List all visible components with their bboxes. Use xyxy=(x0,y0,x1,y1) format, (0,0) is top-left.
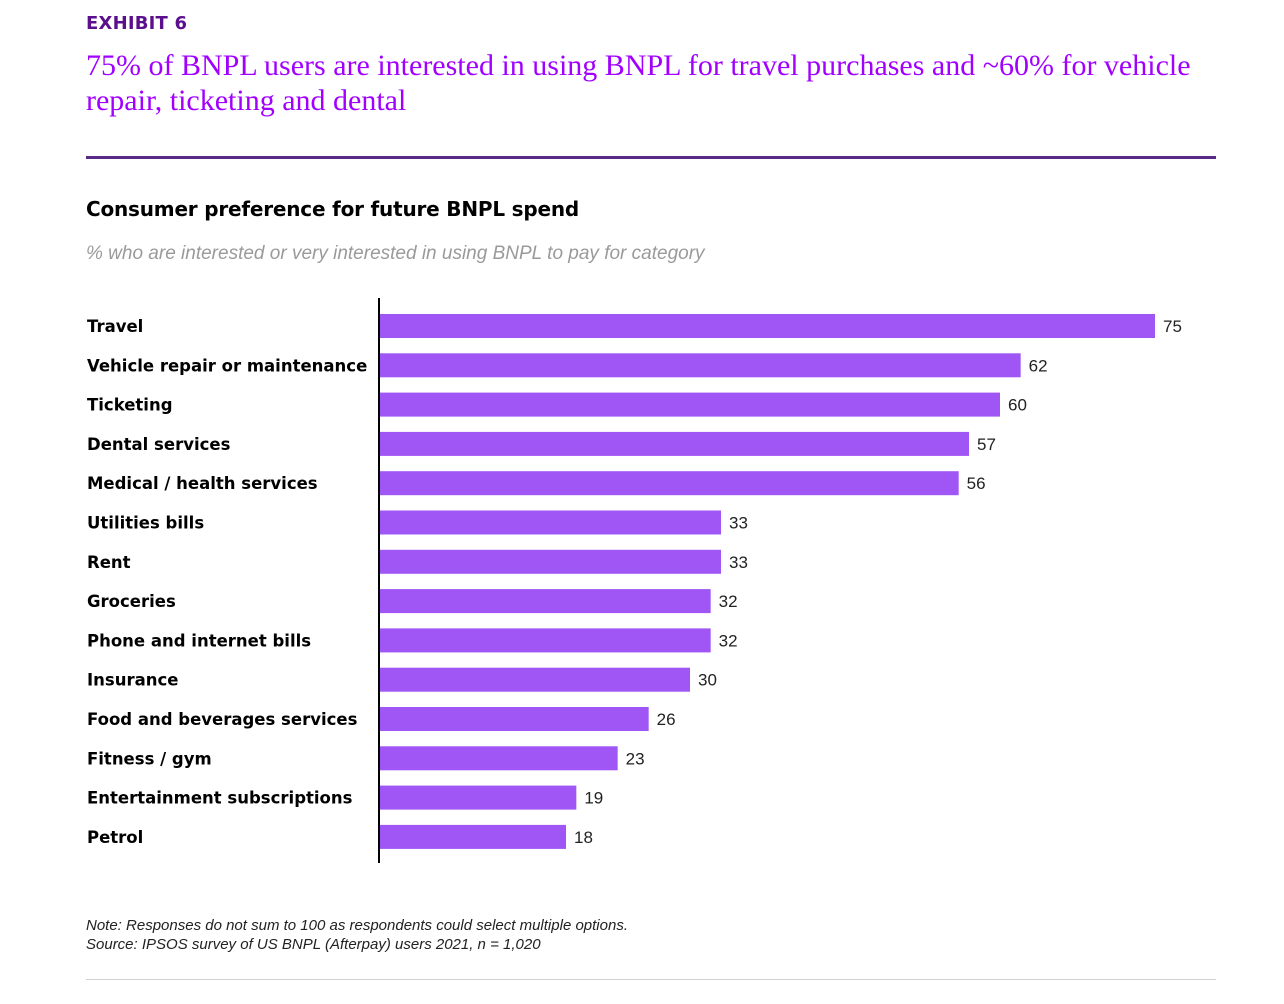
category-label: Fitness / gym xyxy=(87,749,212,768)
bar xyxy=(380,510,721,535)
chart-title: Consumer preference for future BNPL spen… xyxy=(86,197,579,221)
value-label: 26 xyxy=(657,710,676,729)
value-label: 32 xyxy=(719,631,738,650)
category-label: Travel xyxy=(87,317,143,336)
value-label: 32 xyxy=(719,592,738,611)
category-label: Vehicle repair or maintenance xyxy=(87,356,367,375)
bar xyxy=(380,589,711,614)
bar xyxy=(380,785,577,810)
category-label: Phone and internet bills xyxy=(87,631,311,650)
headline: 75% of BNPL users are interested in usin… xyxy=(86,49,1191,117)
value-label: 75 xyxy=(1163,317,1182,336)
category-label: Petrol xyxy=(87,828,143,847)
bar xyxy=(380,431,969,456)
bar xyxy=(380,314,1155,338)
value-label: 62 xyxy=(1029,356,1048,375)
value-label: 23 xyxy=(626,749,645,768)
value-label: 33 xyxy=(729,514,748,533)
value-label: 57 xyxy=(977,435,996,454)
value-label: 56 xyxy=(967,474,986,493)
exhibit-label: EXHIBIT 6 xyxy=(86,13,188,34)
bar xyxy=(380,824,566,849)
value-label: 30 xyxy=(698,671,717,690)
bar xyxy=(380,549,721,574)
header-divider xyxy=(86,156,1216,159)
footer-divider xyxy=(86,979,1216,980)
category-label: Utilities bills xyxy=(87,514,204,533)
category-label: Medical / health services xyxy=(87,474,318,493)
bar xyxy=(380,746,618,771)
category-label: Insurance xyxy=(87,671,178,690)
category-label: Food and beverages services xyxy=(87,710,358,729)
category-label: Dental services xyxy=(87,435,231,454)
category-label: Groceries xyxy=(87,592,176,611)
value-label: 33 xyxy=(729,553,748,572)
note-text: Note: Responses do not sum to 100 as res… xyxy=(86,917,628,934)
bar xyxy=(380,471,959,496)
bar xyxy=(380,392,1000,417)
category-label: Rent xyxy=(87,553,131,572)
category-label: Entertainment subscriptions xyxy=(87,789,353,808)
bar xyxy=(380,628,711,653)
bar xyxy=(380,667,690,692)
value-label: 18 xyxy=(574,828,593,847)
category-label: Ticketing xyxy=(87,396,173,415)
bar xyxy=(380,353,1021,378)
source-text: Source: IPSOS survey of US BNPL (Afterpa… xyxy=(86,936,541,953)
value-label: 19 xyxy=(584,789,603,808)
value-label: 60 xyxy=(1008,396,1027,415)
chart-subtitle: % who are interested or very interested … xyxy=(86,243,705,264)
footnote: Note: Responses do not sum to 100 as res… xyxy=(86,916,628,954)
bar xyxy=(380,707,649,731)
